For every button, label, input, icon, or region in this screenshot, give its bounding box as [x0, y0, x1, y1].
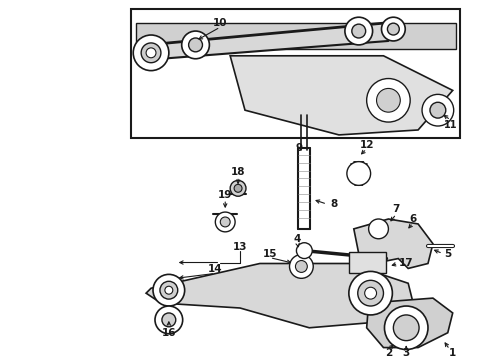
- Circle shape: [162, 313, 176, 327]
- Circle shape: [155, 306, 183, 334]
- Circle shape: [296, 243, 312, 258]
- Text: 14: 14: [208, 265, 222, 274]
- Bar: [349, 252, 387, 273]
- Circle shape: [220, 217, 230, 227]
- Polygon shape: [136, 23, 456, 49]
- Circle shape: [347, 162, 370, 185]
- Circle shape: [290, 255, 313, 278]
- Circle shape: [430, 102, 446, 118]
- Text: 12: 12: [359, 140, 374, 150]
- Text: 7: 7: [392, 204, 400, 214]
- Circle shape: [133, 35, 169, 71]
- Circle shape: [345, 17, 372, 45]
- Polygon shape: [136, 23, 389, 61]
- Circle shape: [189, 38, 202, 52]
- Text: 10: 10: [213, 18, 227, 28]
- Circle shape: [153, 274, 185, 306]
- Circle shape: [349, 271, 392, 315]
- Text: 1: 1: [449, 347, 456, 357]
- Circle shape: [352, 24, 366, 38]
- Text: 17: 17: [399, 258, 414, 269]
- Circle shape: [382, 17, 405, 41]
- Circle shape: [368, 219, 389, 239]
- Text: 11: 11: [444, 120, 458, 130]
- Circle shape: [388, 23, 399, 35]
- Polygon shape: [146, 264, 413, 328]
- Circle shape: [295, 261, 307, 273]
- Circle shape: [160, 281, 178, 299]
- Circle shape: [365, 287, 376, 299]
- Circle shape: [215, 212, 235, 232]
- Circle shape: [393, 315, 419, 341]
- Text: 2: 2: [385, 347, 392, 357]
- Circle shape: [165, 286, 173, 294]
- Circle shape: [146, 48, 156, 58]
- Text: 13: 13: [233, 242, 247, 252]
- Circle shape: [230, 180, 246, 196]
- Bar: [131, 9, 460, 138]
- Text: 15: 15: [263, 249, 277, 258]
- Circle shape: [141, 43, 161, 63]
- Polygon shape: [354, 162, 364, 185]
- Text: 19: 19: [218, 190, 232, 200]
- Text: 18: 18: [231, 167, 245, 176]
- Polygon shape: [354, 219, 433, 269]
- Circle shape: [367, 78, 410, 122]
- Text: 8: 8: [330, 199, 338, 209]
- Polygon shape: [367, 298, 453, 347]
- Circle shape: [358, 280, 384, 306]
- Text: 4: 4: [294, 234, 301, 244]
- Text: 16: 16: [162, 328, 176, 338]
- Circle shape: [234, 184, 242, 192]
- Text: 9: 9: [296, 143, 303, 153]
- Circle shape: [182, 31, 209, 59]
- Text: 6: 6: [410, 214, 417, 224]
- Text: 5: 5: [444, 249, 451, 258]
- Circle shape: [422, 94, 454, 126]
- Polygon shape: [230, 56, 453, 135]
- Circle shape: [376, 89, 400, 112]
- Text: 3: 3: [403, 347, 410, 357]
- Circle shape: [385, 306, 428, 350]
